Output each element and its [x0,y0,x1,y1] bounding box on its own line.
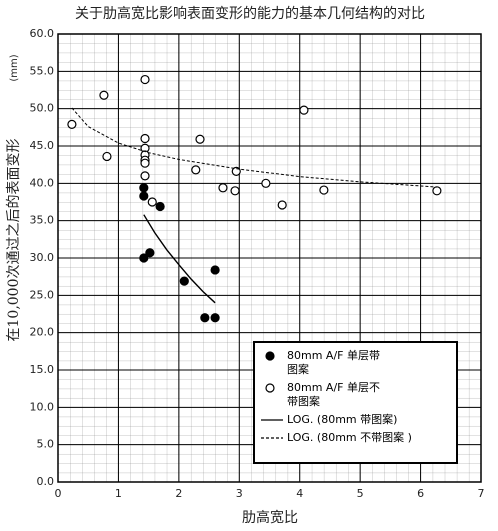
x-tick-label: 1 [115,487,122,500]
legend-item: 80mm A/F 单层带图案 [261,349,450,377]
point [155,201,165,212]
point [299,105,309,115]
point [261,178,271,188]
point [179,276,189,286]
x-tick-label: 5 [357,487,364,500]
point [195,134,205,144]
point [230,186,240,196]
y-tick-label: 50.0 [30,102,55,115]
plot-frame [57,33,482,483]
point [277,200,287,210]
legend-marker [265,383,275,393]
point [319,185,329,195]
legend-symbol [265,383,275,393]
point [191,165,201,175]
legend-item: LOG. (80mm 带图案) [261,413,450,427]
y-tick-label: 55.0 [30,64,55,77]
trend-line [71,107,437,188]
point [139,253,149,263]
y-tick-label: 30.0 [30,251,55,264]
legend-symbol [265,351,275,361]
legend-label: LOG. (80mm 带图案) [287,413,398,426]
y-tick-label: 0.0 [37,475,55,488]
point [140,158,150,168]
point [140,74,150,85]
legend-label: LOG. (80mm 不带图案 ) [287,431,412,444]
legend-symbol [261,437,283,439]
y-axis-label: 在10,000次通过之后的表面变形 [6,139,22,342]
point [140,171,150,181]
point [210,313,220,323]
y-tick-label: 35.0 [30,214,55,227]
x-tick-label: 6 [417,487,424,500]
legend-label: 80mm A/F 单层带图案 [287,349,380,376]
point [99,90,109,100]
y-tick-label: 15.0 [30,363,55,376]
legend-item: LOG. (80mm 不带图案 ) [261,431,450,445]
trend-line [143,214,216,304]
point [67,119,77,129]
y-tick-label: 60.0 [30,27,55,40]
y-axis-unit: (mm) [9,54,20,81]
point [102,151,112,162]
y-tick-label: 45.0 [30,139,55,152]
x-tick-label: 4 [296,487,303,500]
point [210,265,220,275]
y-tick-label: 5.0 [37,438,55,451]
point [140,133,150,144]
point [147,197,157,207]
chart-title: 关于肋高宽比影响表面变形的能力的基本几何结构的对比 [75,5,425,22]
y-tick-label: 20.0 [30,326,55,339]
point [139,183,149,193]
point [218,183,228,193]
x-tick-label: 7 [478,487,485,500]
x-tick-label: 3 [236,487,243,500]
x-axis-label: 肋高宽比 [242,509,298,526]
point [200,313,210,323]
legend-item: 80mm A/F 单层不带图案 [261,381,450,409]
y-tick-label: 25.0 [30,288,55,301]
legend: 80mm A/F 单层带图案 80mm A/F 单层不带图案 LOG. (80mm … [253,341,458,464]
legend-marker [265,351,275,361]
legend-label: 80mm A/F 单层不带图案 [287,381,380,408]
x-tick-label: 2 [175,487,182,500]
x-tick-label: 0 [55,487,62,500]
point [139,191,149,201]
legend-symbol [261,419,283,421]
y-tick-label: 10.0 [30,400,55,413]
point [432,186,442,196]
y-tick-label: 40.0 [30,176,55,189]
point [145,248,155,258]
